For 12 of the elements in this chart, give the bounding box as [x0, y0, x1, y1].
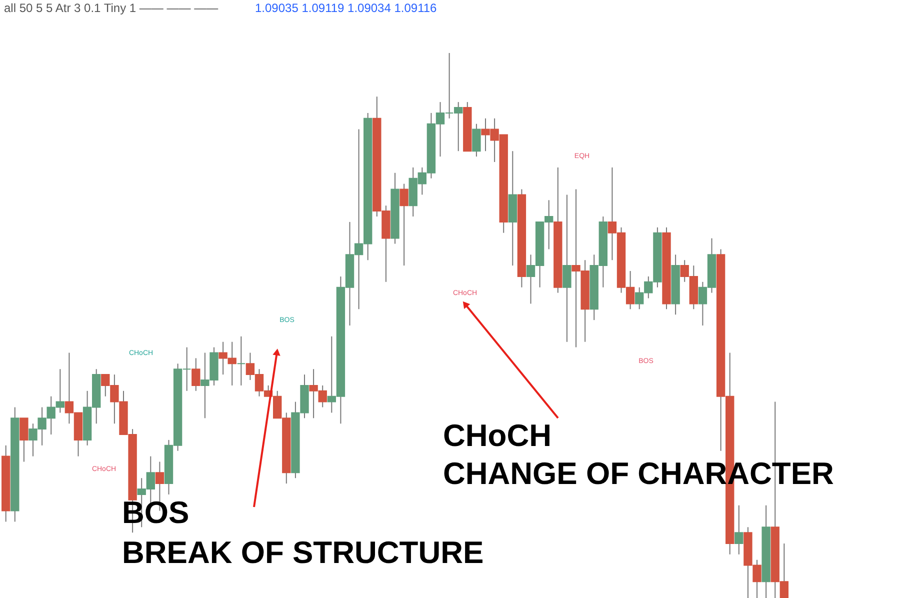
candlestick	[20, 418, 28, 462]
annotation: CHoCH	[443, 418, 552, 453]
candlestick	[400, 183, 408, 266]
candlestick	[236, 336, 246, 386]
annotation: BOS	[122, 495, 190, 530]
candlestick	[472, 123, 481, 158]
candlestick	[734, 504, 744, 555]
candlestick	[192, 358, 200, 392]
annotation: BREAK OF STRUCTURE	[122, 535, 484, 570]
text: all 50 5 5 Atr 3 0.1 Tiny 1 —— —— ——	[4, 1, 218, 15]
text: 1.09035 1.09119 1.09034 1.09116	[255, 1, 438, 15]
candlestick	[562, 194, 572, 342]
